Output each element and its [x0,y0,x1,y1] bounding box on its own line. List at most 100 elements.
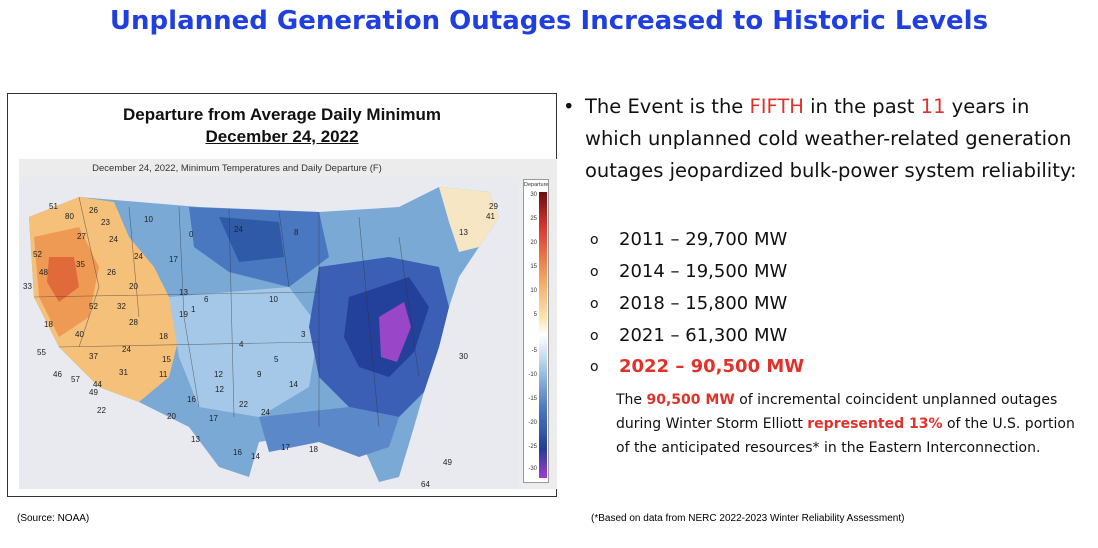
list-marker: o [590,328,599,344]
map-value-label: 52 [33,250,42,259]
storm-note: The 90,500 MW of incremental coincident … [616,388,1086,460]
list-item-text: 2018 – 15,800 MW [619,293,788,314]
map-value-label: 0 [189,230,194,239]
colorbar-tick: 15 [530,264,537,270]
map-value-label: 14 [289,380,298,389]
map-value-label: 20 [129,282,138,291]
colorbar-tick: 10 [530,288,537,294]
list-item-text: 2021 – 61,300 MW [619,325,788,346]
list-item-text: 2014 – 19,500 MW [619,261,788,282]
note-segment: The [616,392,647,408]
map-value-label: 35 [76,260,85,269]
colorbar-tick: 5 [533,312,537,318]
map-value-label: 41 [486,212,495,221]
colorbar-tick: -30 [528,466,537,472]
map-value-label: 27 [77,232,86,241]
map-value-label: 18 [44,320,53,329]
map-value-label: 19 [179,310,188,319]
page-title: Unplanned Generation Outages Increased t… [109,6,989,36]
map-value-label: 44 [93,380,102,389]
bullet-segment: years in which unplanned cold weather-re… [585,95,1077,182]
map-value-label: 49 [443,458,452,467]
map-value-label: 80 [65,212,74,221]
map-value-label: 12 [214,370,223,379]
map-value-label: 17 [209,414,218,423]
list-marker: o [590,232,599,248]
note-segment: of the U.S. portion of the anticipated r… [616,416,1075,456]
map-value-label: 31 [119,368,128,377]
bullet-segment: in the past [803,95,921,118]
colorbar-tick: 20 [530,240,537,246]
map-panel: Departure from Average Daily Minimum Dec… [7,93,557,497]
note-segment: of incremental coincident unplanned outa… [616,392,1058,432]
footnote: (*Based on data from NERC 2022-2023 Wint… [591,513,905,524]
map-value-label: 12 [215,385,224,394]
map-value-label: 14 [251,452,260,461]
colorbar: Departure 30 [523,179,549,483]
map-title: Departure from Average Daily Minimum [122,105,442,124]
colorbar-tick: -5 [531,348,537,354]
map-caption: December 24, 2022, Minimum Temperatures … [92,163,382,174]
source-note: (Source: NOAA) [17,513,90,524]
map-value-label: 11 [159,370,168,379]
map-value-label: 26 [107,268,116,277]
map-value-label: 16 [233,448,242,457]
highlight-fifth: FIFTH [749,95,804,118]
map-value-label: 48 [39,268,48,277]
list-marker: o [590,296,599,312]
note-highlight-mw: 90,500 MW [646,392,735,408]
map-value-label: 17 [169,255,178,264]
map-value-label: 13 [191,435,200,444]
map-value-label: 16 [187,395,196,404]
map-value-label: 17 [281,443,290,452]
map-value-label: 8 [294,228,299,237]
list-marker: o [590,264,599,280]
map-value-label: 46 [53,370,62,379]
map-value-label: 32 [117,302,126,311]
colorbar-tick: -20 [528,420,537,426]
highlight-eleven: 11 [920,95,946,118]
map-value-label: 24 [261,408,270,417]
map-value-label: 24 [134,252,143,261]
list-item-text: 2022 – 90,500 MW [619,356,805,377]
map-value-label: 23 [101,218,110,227]
map-value-label: 40 [75,330,84,339]
map-value-label: 13 [459,228,468,237]
map-value-label: 3 [301,330,306,339]
map-value-label: 15 [162,355,171,364]
map-value-label: 9 [257,370,262,379]
bullet-marker: • [563,95,575,118]
us-map-image: 51 26 80 23 10 27 24 52 24 17 0 24 8 35 … [19,177,519,489]
temperature-map: December 24, 2022, Minimum Temperatures … [19,159,557,489]
map-value-label: 10 [269,295,278,304]
colorbar-gradient [539,192,547,478]
map-value-label: 22 [97,406,106,415]
map-value-label: 24 [109,235,118,244]
colorbar-tick: -25 [528,444,537,450]
map-value-label: 64 [421,480,430,489]
colorbar-tick: 25 [530,216,537,222]
map-value-label: 28 [129,318,138,327]
colorbar-tick: 30 [530,192,537,198]
map-value-label: 30 [459,352,468,361]
map-value-label: 5 [274,355,279,364]
map-value-label: 13 [179,288,188,297]
colorbar-title: Departure [524,182,549,188]
list-marker: o [590,359,599,375]
map-date: December 24, 2022 [205,127,359,146]
map-value-label: 18 [309,445,318,454]
map-value-label: 33 [23,282,32,291]
bullet-text: The Event is the FIFTH in the past 11 ye… [585,91,1085,187]
map-value-label: 24 [122,345,131,354]
map-value-label: 6 [204,295,209,304]
map-value-label: 26 [89,206,98,215]
colorbar-tick: -15 [528,396,537,402]
bullet-segment: The Event is the [585,95,750,118]
map-value-label: 57 [71,375,80,384]
list-item-text: 2011 – 29,700 MW [619,229,788,250]
map-value-label: 10 [144,215,153,224]
map-value-label: 37 [89,352,98,361]
note-highlight-percent: represented 13% [807,416,943,432]
map-value-label: 51 [49,202,58,211]
map-value-label: 1 [191,305,196,314]
